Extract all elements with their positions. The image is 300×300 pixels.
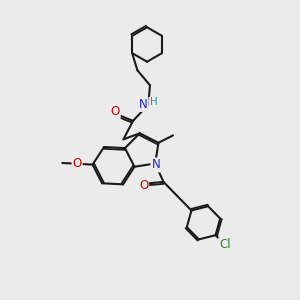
- Text: O: O: [139, 179, 148, 192]
- Text: O: O: [110, 106, 120, 118]
- Text: N: N: [139, 98, 148, 111]
- Text: N: N: [152, 158, 160, 172]
- Text: H: H: [150, 98, 158, 107]
- Text: Cl: Cl: [219, 238, 231, 251]
- Text: O: O: [73, 157, 82, 170]
